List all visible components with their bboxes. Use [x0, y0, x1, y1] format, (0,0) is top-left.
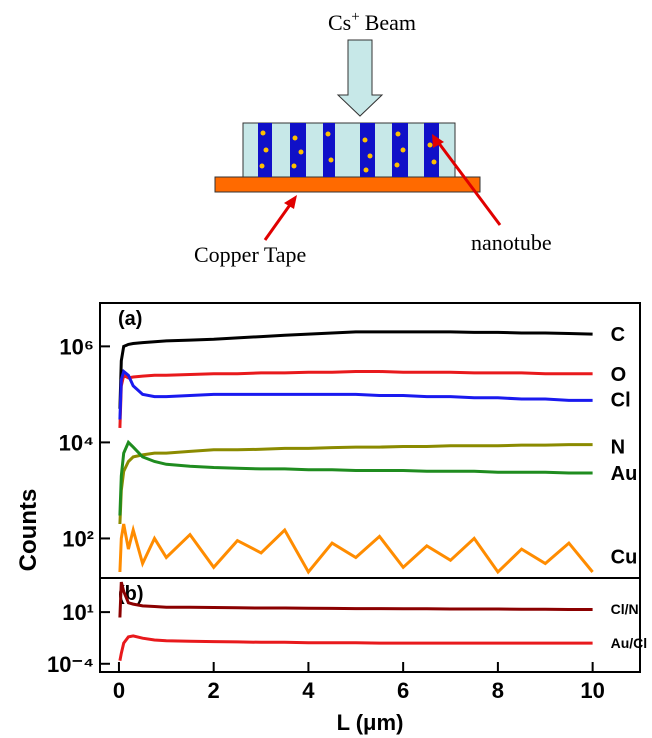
series-label: N — [611, 436, 625, 458]
x-tick-label: 2 — [208, 678, 220, 703]
series-line — [120, 582, 593, 617]
beam-arrow — [338, 40, 382, 116]
x-tick-label: 8 — [492, 678, 504, 703]
x-tick-label: 6 — [397, 678, 409, 703]
plot-frame — [100, 303, 640, 578]
series-label: Cl — [611, 389, 631, 411]
series-line — [120, 524, 593, 572]
charts: 10² 10⁴ 10⁶ (a) Counts CO Cl N Au Cu 10⁻⁴ 10¹ 0 2 4 6 8 1… — [15, 303, 647, 735]
x-tick-label: 4 — [302, 678, 315, 703]
series-label: Cu — [611, 547, 638, 569]
figure: Cs+Beam Copper Tape nanotube 10² 10⁴ 10⁶ (a… — [0, 0, 652, 738]
series-label: Au — [611, 463, 638, 485]
x-axis-label: L (μm) — [337, 710, 404, 735]
series-line — [120, 372, 593, 420]
series-line — [120, 442, 593, 515]
series-label: C — [611, 324, 625, 346]
series-label: Cl/N — [611, 601, 639, 617]
series-label: Au/Cl — [611, 635, 648, 651]
copper-tape — [215, 177, 480, 192]
membrane — [243, 123, 455, 177]
diagram: Cs+Beam Copper Tape nanotube — [194, 9, 552, 267]
series-line — [120, 445, 593, 524]
y-tick-label: 10² — [62, 526, 94, 551]
y-tick-label: 10¹ — [62, 600, 94, 625]
tube-label: nanotube — [471, 230, 552, 255]
tape-label: Copper Tape — [194, 242, 306, 267]
series-label: O — [611, 364, 627, 386]
x-tick-label: 10 — [580, 678, 604, 703]
x-tick-label: 0 — [113, 678, 125, 703]
plot-frame — [100, 578, 640, 672]
series-line — [120, 636, 593, 661]
beam-label: Cs+Beam — [328, 9, 416, 35]
y-tick-label: 10⁻⁴ — [47, 652, 94, 677]
y-tick-label: 10⁴ — [59, 430, 94, 455]
y-tick-label: 10⁶ — [59, 334, 94, 359]
y-axis-label: Counts — [15, 489, 42, 572]
panel-label: (a) — [118, 308, 142, 330]
